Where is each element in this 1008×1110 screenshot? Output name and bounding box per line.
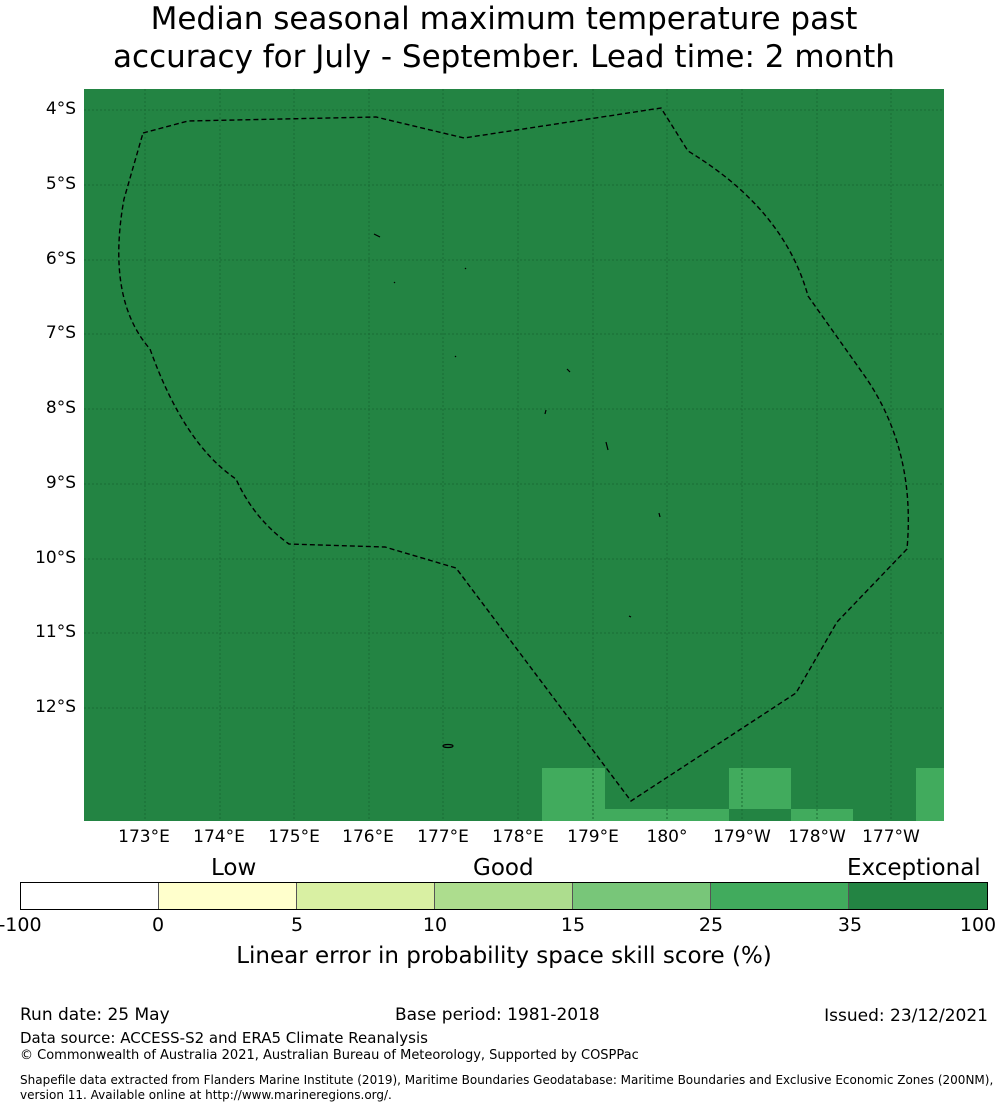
category-good: Good [473,855,534,881]
y-label-9s: 9°S [45,473,76,493]
colorbar-segment [435,883,573,909]
colorbar-tick: 0 [151,914,165,936]
eez-boundary [118,107,910,802]
colorbar-tick: -100 [0,914,42,936]
y-label-6s: 6°S [45,249,76,269]
colorbar-segment [572,883,711,909]
y-label-10s: 10°S [35,548,76,568]
title-line-1: Median seasonal maximum temperature past [150,1,858,37]
map-background [84,89,944,821]
colorbar-tick: 100 [959,914,997,936]
grid-lines [84,89,944,821]
x-label-178e: 178°E [492,827,544,847]
x-label-179e: 179°E [567,827,619,847]
colorbar-tick: 15 [560,914,586,936]
colorbar-tick: 35 [837,914,863,936]
title-line-2: accuracy for July - September. Lead time… [113,39,895,75]
y-label-8s: 8°S [45,398,76,418]
shapefile-credit: Shapefile data extracted from Flanders M… [20,1073,1008,1103]
x-label-175e: 175°E [268,827,320,847]
y-label-7s: 7°S [45,323,76,343]
issued-date: Issued: 23/12/2021 [824,1006,988,1026]
x-label-174e: 174°E [193,827,245,847]
y-label-12s: 12°S [35,697,76,717]
x-label-180: 180° [646,827,688,847]
colorbar [20,882,988,910]
x-label-178w: 178°W [788,827,846,847]
base-period: Base period: 1981-2018 [395,1005,600,1025]
y-label-11s: 11°S [35,622,76,642]
data-source: Data source: ACCESS-S2 and ERA5 Climate … [20,1029,428,1047]
colorbar-segment [158,883,298,909]
y-label-5s: 5°S [45,174,76,194]
skill-score-map [84,89,944,821]
map-title: Median seasonal maximum temperature past… [0,0,1008,76]
colorbar-segment [21,883,159,909]
shapefile-credit-line-2: version 11. Available online at http://w… [20,1088,392,1102]
category-exceptional: Exceptional [847,855,981,881]
y-label-4s: 4°S [45,99,76,119]
x-label-179w: 179°W [713,827,771,847]
colorbar-tick: 10 [422,914,448,936]
colorbar-label: Linear error in probability space skill … [236,943,772,969]
category-low: Low [211,855,257,881]
x-label-177e: 177°E [417,827,469,847]
run-date: Run date: 25 May [20,1005,170,1025]
colorbar-segment [710,883,850,909]
colorbar-segment [297,883,436,909]
copyright: © Commonwealth of Australia 2021, Austra… [20,1048,639,1063]
x-label-176e: 176°E [342,827,394,847]
colorbar-tick: 25 [698,914,724,936]
shapefile-credit-line-1: Shapefile data extracted from Flanders M… [20,1073,994,1087]
colorbar-segment [849,883,988,909]
islands [373,233,661,749]
colorbar-tick: 5 [290,914,304,936]
x-label-173e: 173°E [118,827,170,847]
x-label-177w: 177°W [862,827,920,847]
